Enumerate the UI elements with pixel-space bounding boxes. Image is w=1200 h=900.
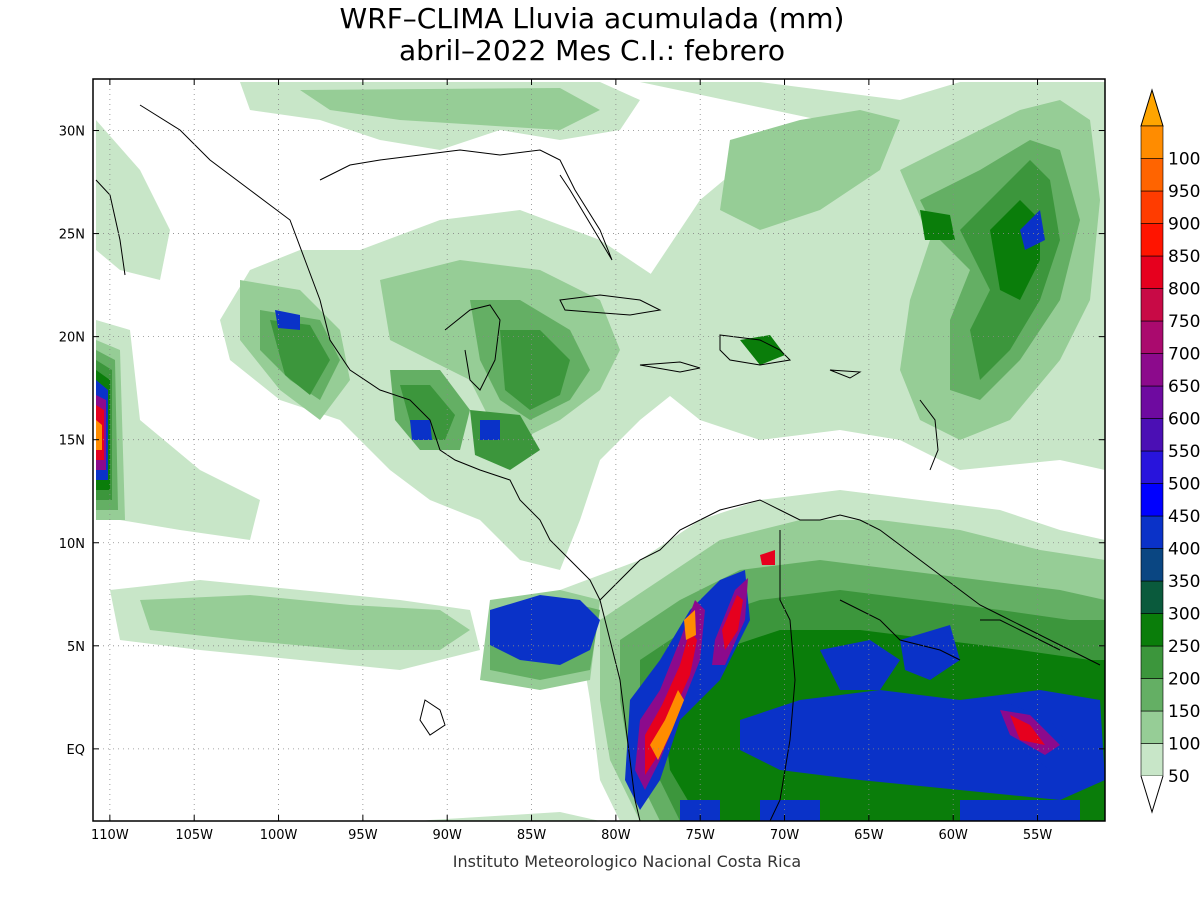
colorbar-swatch — [1140, 613, 1164, 647]
colorbar-label: 50 — [1168, 767, 1190, 787]
colorbar-label: 550 — [1168, 442, 1200, 462]
lon-tick-label: 105W — [175, 828, 213, 843]
longitude-axis: 110W 105W 100W 95W 90W 85W 80W 75W 70W 65W 60W 55W — [91, 79, 1052, 843]
coastline — [95, 104, 1101, 821]
colorbar-swatch — [1140, 255, 1164, 289]
colorbar-lower-end — [1140, 775, 1164, 814]
lat-tick-label: 10N — [59, 537, 85, 552]
lat-tick-label: 25N — [59, 228, 85, 243]
lon-tick-label: 70W — [770, 828, 800, 843]
colorbar-swatch — [1140, 125, 1164, 159]
colorbar-label: 200 — [1168, 670, 1200, 690]
colorbar-label: 250 — [1168, 637, 1200, 657]
lat-tick-label: 5N — [67, 640, 85, 655]
lon-tick-label: 55W — [1023, 828, 1053, 843]
colorbar-swatch — [1140, 450, 1164, 484]
map-title-line1: WRF–CLIMA Lluvia acumulada (mm) — [339, 2, 845, 35]
colorbar-swatch — [1140, 353, 1164, 387]
colorbar-swatch — [1140, 223, 1164, 257]
colorbar-label: 750 — [1168, 312, 1200, 332]
colorbar-swatch — [1140, 743, 1164, 777]
lon-tick-label: 90W — [432, 828, 462, 843]
colorbar-label: 850 — [1168, 247, 1200, 267]
colorbar-label: 900 — [1168, 215, 1200, 235]
colorbar-swatch — [1140, 158, 1164, 192]
colorbar-label: 150 — [1168, 702, 1200, 722]
colorbar-label: 700 — [1168, 345, 1200, 365]
precipitation-field — [96, 82, 1105, 821]
colorbar-swatch — [1140, 320, 1164, 354]
lon-tick-label: 75W — [685, 828, 715, 843]
latitude-axis: 30N 25N 20N 15N 10N 5N EQ — [59, 125, 1105, 758]
colorbar-swatch — [1140, 678, 1164, 712]
colorbar-swatch — [1140, 710, 1164, 744]
colorbar-label: 300 — [1168, 605, 1200, 625]
credit-text: Instituto Meteorologico Nacional Costa R… — [452, 852, 802, 871]
colorbar-swatch — [1140, 580, 1164, 614]
lon-tick-label: 80W — [601, 828, 631, 843]
colorbar-swatch — [1140, 645, 1164, 679]
colorbar-label: 950 — [1168, 182, 1200, 202]
colorbar-label: 450 — [1168, 507, 1200, 527]
colorbar-label: 350 — [1168, 572, 1200, 592]
colorbar-swatch — [1140, 515, 1164, 549]
map-title-line2: abril–2022 Mes C.I.: febrero — [399, 34, 785, 67]
colorbar-label: 100 — [1168, 735, 1200, 755]
colorbar-swatch — [1140, 385, 1164, 419]
colorbar-swatch — [1140, 190, 1164, 224]
map-frame — [92, 78, 1106, 822]
lon-tick-label: 95W — [348, 828, 378, 843]
lat-tick-label: 15N — [59, 434, 85, 449]
colorbar-label: 1000 — [1168, 150, 1200, 170]
colorbar-label: 650 — [1168, 377, 1200, 397]
map-grid — [93, 79, 1105, 821]
colorbar-swatch — [1140, 418, 1164, 452]
colorbar-label: 400 — [1168, 540, 1200, 560]
lon-tick-label: 85W — [517, 828, 547, 843]
colorbar-swatch — [1140, 483, 1164, 517]
lon-tick-label: 60W — [938, 828, 968, 843]
lon-tick-label: 65W — [854, 828, 884, 843]
colorbar-legend: 50 100 150 200 250 300 350 400 450 500 550 600 650 70… — [1140, 88, 1200, 814]
colorbar-label: 800 — [1168, 280, 1200, 300]
colorbar-label: 600 — [1168, 410, 1200, 430]
colorbar-arrow — [1140, 88, 1164, 127]
colorbar-swatch — [1140, 548, 1164, 582]
lat-tick-label: 30N — [59, 125, 85, 140]
lon-tick-label: 110W — [91, 828, 129, 843]
lon-tick-label: 100W — [260, 828, 298, 843]
colorbar-swatch — [1140, 288, 1164, 322]
lat-tick-label: 20N — [59, 331, 85, 346]
colorbar-label: 500 — [1168, 475, 1200, 495]
lat-tick-label: EQ — [67, 743, 85, 758]
